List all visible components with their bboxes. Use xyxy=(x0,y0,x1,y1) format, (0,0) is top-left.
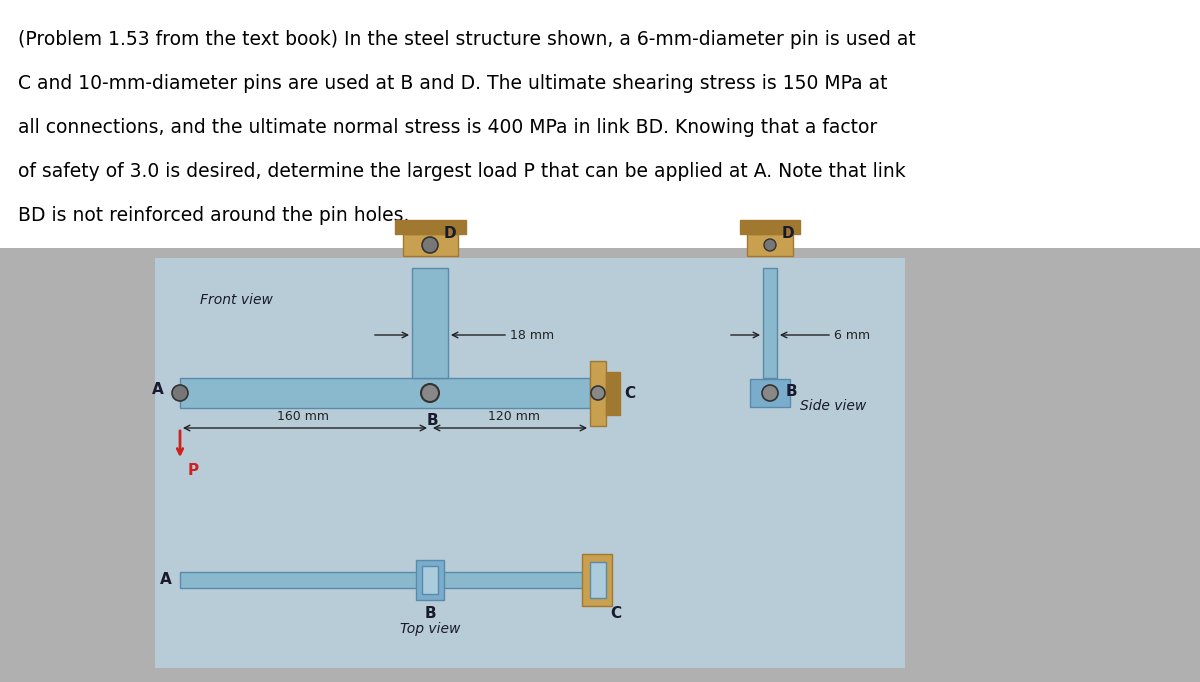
Text: C: C xyxy=(611,606,622,621)
Bar xyxy=(416,560,444,600)
Text: 120 mm: 120 mm xyxy=(488,410,540,423)
Circle shape xyxy=(172,385,188,401)
Circle shape xyxy=(762,385,778,401)
Bar xyxy=(180,572,590,588)
Text: Front view: Front view xyxy=(200,293,272,307)
Text: A: A xyxy=(161,572,172,587)
Text: B: B xyxy=(426,413,438,428)
Bar xyxy=(403,234,458,256)
Text: A: A xyxy=(152,381,164,396)
Text: Side view: Side view xyxy=(800,399,866,413)
Bar xyxy=(412,268,448,378)
Text: B: B xyxy=(424,606,436,621)
Circle shape xyxy=(421,384,439,402)
Text: P: P xyxy=(188,463,199,478)
Bar xyxy=(746,234,793,256)
Text: BD is not reinforced around the pin holes.: BD is not reinforced around the pin hole… xyxy=(18,206,409,225)
Bar xyxy=(590,562,606,598)
Bar xyxy=(590,361,606,426)
Text: C: C xyxy=(624,385,635,400)
Text: B: B xyxy=(786,383,798,398)
Text: D: D xyxy=(444,226,457,241)
Text: of safety of 3.0 is desired, determine the largest load P that can be applied at: of safety of 3.0 is desired, determine t… xyxy=(18,162,906,181)
Circle shape xyxy=(422,237,438,253)
Text: 6 mm: 6 mm xyxy=(834,329,870,342)
Bar xyxy=(763,268,778,378)
Bar xyxy=(395,220,466,234)
Bar xyxy=(155,258,905,668)
Text: 18 mm: 18 mm xyxy=(510,329,554,342)
Bar xyxy=(740,220,800,234)
Circle shape xyxy=(592,386,605,400)
Text: 160 mm: 160 mm xyxy=(277,410,329,423)
Text: Top view: Top view xyxy=(400,622,460,636)
Text: C and 10-mm-diameter pins are used at B and D. The ultimate shearing stress is 1: C and 10-mm-diameter pins are used at B … xyxy=(18,74,888,93)
Text: (Problem 1.53 from the text book) In the steel structure shown, a 6-mm-diameter : (Problem 1.53 from the text book) In the… xyxy=(18,30,916,49)
Text: D: D xyxy=(782,226,794,241)
Circle shape xyxy=(764,239,776,251)
Text: all connections, and the ultimate normal stress is 400 MPa in link BD. Knowing t: all connections, and the ultimate normal… xyxy=(18,118,877,137)
Bar xyxy=(180,378,590,408)
Bar xyxy=(582,554,612,606)
Bar xyxy=(606,372,620,415)
Bar xyxy=(422,566,438,594)
Bar xyxy=(750,379,790,407)
Bar xyxy=(0,0,1200,248)
